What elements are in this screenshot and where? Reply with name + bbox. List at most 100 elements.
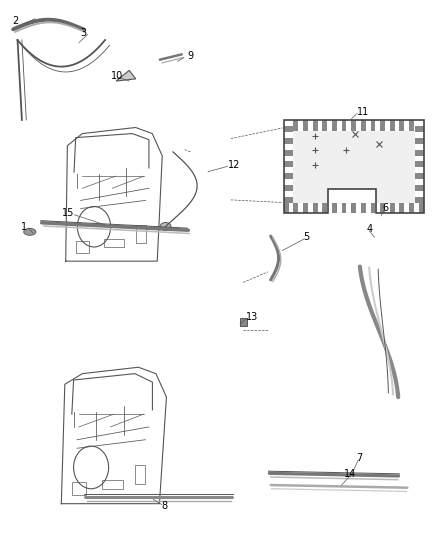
Bar — [371, 203, 375, 213]
Bar — [284, 144, 293, 150]
Text: 5: 5 — [304, 232, 310, 242]
Text: 10: 10 — [111, 71, 124, 80]
Bar — [351, 203, 356, 213]
Polygon shape — [284, 120, 424, 213]
Bar — [240, 318, 247, 326]
Bar — [284, 185, 293, 191]
Bar — [284, 120, 293, 126]
Bar — [415, 156, 424, 161]
Bar — [395, 120, 399, 131]
Bar — [399, 203, 404, 213]
Bar — [284, 132, 293, 138]
Bar — [415, 138, 424, 144]
Bar — [346, 120, 351, 131]
Bar — [135, 465, 145, 484]
Bar — [390, 203, 395, 213]
Bar — [361, 120, 366, 131]
Bar — [102, 480, 123, 489]
Bar — [284, 167, 293, 173]
Bar — [415, 173, 424, 179]
Bar — [76, 241, 89, 253]
Bar — [419, 203, 424, 213]
Bar — [366, 120, 371, 131]
Bar — [293, 203, 298, 213]
Bar — [415, 197, 424, 203]
Bar — [284, 179, 293, 185]
Bar — [313, 203, 318, 213]
Bar — [390, 120, 395, 131]
Text: 9: 9 — [187, 51, 194, 61]
Bar — [284, 191, 293, 197]
Bar — [342, 203, 346, 213]
Bar — [284, 161, 293, 167]
Bar — [332, 120, 337, 131]
Bar — [399, 120, 404, 131]
Bar — [404, 203, 409, 213]
Text: 3: 3 — [80, 28, 86, 38]
Bar — [356, 120, 361, 131]
Bar — [415, 132, 424, 138]
Bar — [313, 120, 318, 131]
Bar — [104, 239, 124, 247]
Text: 14: 14 — [344, 470, 357, 479]
Bar — [424, 203, 428, 213]
Bar — [356, 203, 361, 213]
Bar — [298, 120, 303, 131]
Bar — [415, 191, 424, 197]
Bar — [303, 120, 308, 131]
Ellipse shape — [24, 229, 36, 236]
Bar — [298, 203, 303, 213]
Bar — [404, 120, 409, 131]
Bar — [284, 138, 293, 144]
Bar — [380, 203, 385, 213]
Bar — [375, 203, 380, 213]
Bar — [327, 120, 332, 131]
Bar — [415, 150, 424, 156]
Bar — [385, 120, 390, 131]
Bar — [395, 203, 399, 213]
Bar — [284, 126, 293, 132]
Bar — [415, 185, 424, 191]
Text: 4: 4 — [367, 224, 373, 234]
Text: 6: 6 — [382, 203, 389, 213]
Text: 7: 7 — [356, 454, 362, 463]
Bar — [136, 225, 145, 243]
Bar — [361, 203, 366, 213]
Bar — [284, 197, 293, 203]
Bar — [342, 120, 346, 131]
Bar — [308, 203, 313, 213]
Ellipse shape — [160, 223, 171, 231]
Bar — [415, 167, 424, 173]
Text: 1: 1 — [21, 222, 27, 231]
Polygon shape — [116, 70, 136, 81]
Bar — [415, 120, 424, 126]
Bar — [337, 120, 342, 131]
Bar — [322, 120, 327, 131]
Bar — [318, 120, 322, 131]
Bar — [415, 179, 424, 185]
Bar — [375, 120, 380, 131]
Text: 8: 8 — [161, 502, 167, 511]
Bar — [415, 144, 424, 150]
Bar — [366, 203, 371, 213]
Bar — [293, 120, 298, 131]
Bar — [332, 203, 337, 213]
Bar — [322, 203, 327, 213]
Bar — [380, 120, 385, 131]
Bar — [327, 203, 332, 213]
Bar — [414, 203, 419, 213]
Bar — [385, 203, 390, 213]
Text: 12: 12 — [228, 160, 240, 170]
Bar — [284, 203, 289, 213]
Bar — [72, 482, 86, 495]
Bar — [414, 120, 419, 131]
Bar — [318, 203, 322, 213]
Text: 11: 11 — [357, 107, 369, 117]
Bar — [289, 203, 293, 213]
Bar — [351, 120, 356, 131]
Bar — [284, 120, 289, 131]
Bar — [284, 156, 293, 161]
Bar — [284, 150, 293, 156]
Bar — [424, 120, 428, 131]
Bar — [419, 120, 424, 131]
